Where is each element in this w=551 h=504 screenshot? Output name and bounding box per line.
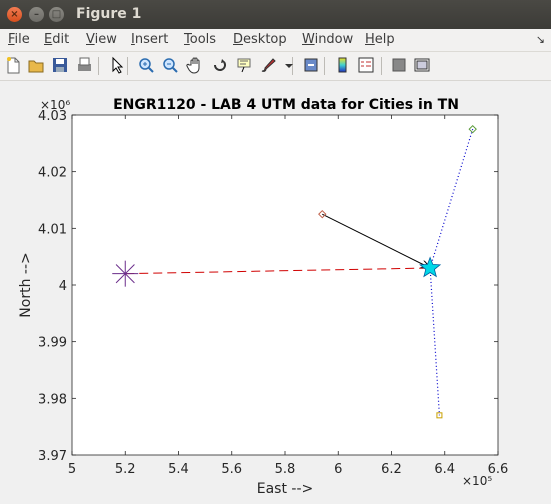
- insert-legend-icon[interactable]: [357, 56, 375, 74]
- menu-insert[interactable]: Insert: [131, 32, 168, 47]
- x-axis-label: East -->: [257, 481, 314, 497]
- open-file-icon[interactable]: [27, 56, 45, 74]
- y-tick-label: 4.03: [38, 109, 67, 124]
- menu-mnemonic: I: [131, 32, 135, 47]
- x-tick-label: 5.8: [275, 462, 296, 477]
- menu-mnemonic: V: [86, 32, 95, 47]
- x-tick-label: 6.6: [488, 462, 509, 477]
- x-tick-label: 5: [68, 462, 76, 477]
- figure-canvas: 5 5.2 5.4 5.6 5.8 6 6.2 6.4 6.6 3.97 3.98 3.99 4 4.01…: [0, 81, 551, 500]
- series-line-0: [125, 267, 431, 275]
- x-tick-label: 5.4: [168, 462, 189, 477]
- city-marker-square: [436, 412, 443, 419]
- series-line-3: [429, 267, 441, 416]
- city-marker-diamond: [318, 209, 327, 219]
- title-bar: × – □ Figure 1: [0, 0, 551, 29]
- menu-view[interactable]: View: [86, 32, 117, 47]
- menu-label-rest: indow: [314, 32, 354, 47]
- x-tick-label: 6: [334, 462, 342, 477]
- new-figure-icon[interactable]: [4, 56, 22, 74]
- menu-edit[interactable]: Edit: [44, 32, 69, 47]
- insert-colorbar-icon[interactable]: [334, 56, 352, 74]
- save-icon[interactable]: [51, 56, 69, 74]
- city-marker-star: [419, 256, 442, 278]
- x-axis-exponent: ×10⁵: [462, 474, 492, 488]
- y-tick-label: 4.02: [38, 166, 67, 181]
- data-cursor-icon[interactable]: [235, 56, 253, 74]
- y-tick-label: 3.97: [38, 449, 67, 464]
- menu-label-rest: iew: [94, 32, 117, 47]
- y-tick-label: 4.01: [38, 222, 67, 237]
- asterisk-stroke: [115, 264, 135, 284]
- toolbar-separator: [292, 57, 293, 75]
- menu-help[interactable]: Help: [365, 32, 395, 47]
- x-tick-label: 5.2: [115, 462, 136, 477]
- menu-mnemonic: D: [233, 32, 244, 47]
- menu-label-rest: dit: [52, 32, 70, 47]
- edit-plot-arrow-icon[interactable]: [108, 56, 126, 74]
- city-marker-asterisk: [112, 260, 139, 287]
- hide-plot-tools-icon[interactable]: [390, 56, 408, 74]
- menu-label-rest: elp: [374, 32, 395, 47]
- menu-label-rest: ools: [189, 32, 217, 47]
- close-window-button[interactable]: ×: [7, 7, 22, 22]
- toolbar-separator: [381, 57, 382, 75]
- plot-svg[interactable]: 5 5.2 5.4 5.6 5.8 6 6.2 6.4 6.6 3.97 3.98 3.99 4 4.01…: [0, 81, 551, 500]
- zoom-out-icon[interactable]: [161, 56, 179, 74]
- link-plot-icon[interactable]: [302, 56, 320, 74]
- toolbar-separator: [324, 57, 325, 75]
- menu-mnemonic: H: [365, 32, 375, 47]
- y-axis-exponent: ×10⁶: [40, 98, 70, 112]
- x-tick-label: 6.4: [434, 462, 455, 477]
- figure-toolbar: [0, 52, 551, 81]
- brush-dropdown-icon[interactable]: [281, 56, 293, 74]
- toolbar-separator: [127, 57, 128, 75]
- maximize-window-button[interactable]: □: [49, 7, 64, 22]
- y-axis-label: North -->: [18, 252, 34, 317]
- x-tick-label: 5.6: [221, 462, 242, 477]
- menu-label-rest: ile: [14, 32, 30, 47]
- menu-mnemonic: E: [44, 32, 53, 47]
- y-tick-label: 4: [59, 279, 67, 294]
- menu-mnemonic: T: [184, 32, 190, 47]
- window-title: Figure 1: [76, 6, 142, 22]
- y-tick-label: 3.99: [38, 336, 67, 351]
- y-tick-label: 3.98: [38, 392, 67, 407]
- menu-window[interactable]: Window: [302, 32, 353, 47]
- pan-hand-icon[interactable]: [186, 56, 204, 74]
- show-plot-tools-icon[interactable]: [413, 56, 431, 74]
- menu-bar: File Edit View Insert Tools Desktop Window Help…: [0, 29, 551, 52]
- menu-tools[interactable]: Tools: [184, 32, 216, 47]
- city-marker-diamond: [468, 124, 477, 134]
- print-icon[interactable]: [75, 56, 93, 74]
- x-tick-label: 6.2: [381, 462, 402, 477]
- menu-label-rest: esktop: [243, 32, 287, 47]
- menu-label-rest: nsert: [134, 32, 169, 47]
- toolbar-separator: [98, 57, 99, 75]
- series-line-1: [322, 213, 430, 268]
- minimize-window-button[interactable]: –: [29, 7, 44, 22]
- zoom-in-icon[interactable]: [137, 56, 155, 74]
- chart-title: ENGR1120 - LAB 4 UTM data for Cities in …: [113, 97, 459, 113]
- axes-box: [71, 114, 499, 456]
- menu-mnemonic: W: [302, 32, 315, 47]
- rotate-3d-icon[interactable]: [211, 56, 229, 74]
- menu-file[interactable]: File: [8, 32, 30, 47]
- brush-icon[interactable]: [259, 56, 277, 74]
- menu-mnemonic: F: [8, 32, 15, 47]
- menu-desktop[interactable]: Desktop: [233, 32, 287, 47]
- dock-arrow-icon[interactable]: ↘: [535, 33, 545, 46]
